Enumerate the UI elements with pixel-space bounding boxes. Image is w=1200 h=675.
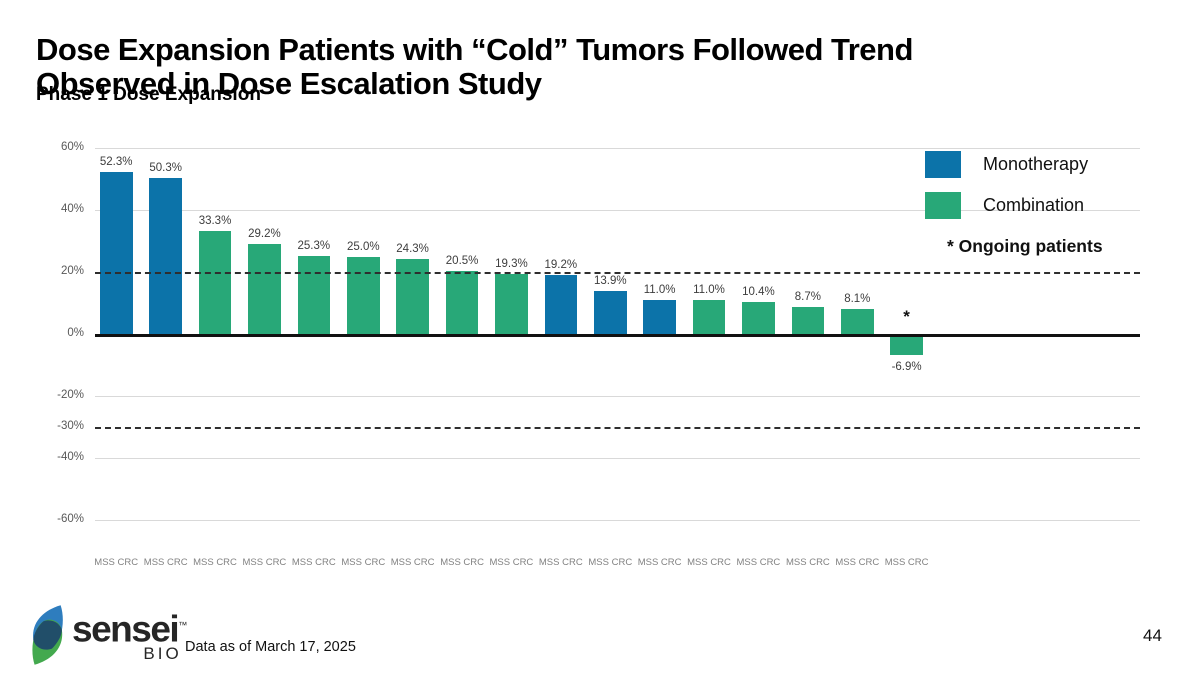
y-tick-label: -30%	[57, 420, 84, 432]
legend-swatch-combination	[925, 192, 961, 219]
page-number: 44	[1143, 626, 1162, 645]
y-tick-label: -60%	[57, 513, 84, 525]
gridline--20	[95, 396, 1140, 397]
x-category-label: MSS CRC	[884, 557, 929, 568]
gridline--60	[95, 520, 1140, 521]
legend-item-monotherapy: Monotherapy	[925, 151, 1088, 178]
page-title: Dose Expansion Patients with “Cold” Tumo…	[36, 31, 913, 101]
gridline-60	[95, 148, 1140, 149]
y-tick-label: 20%	[60, 265, 84, 277]
bar-16	[841, 308, 874, 334]
bar-value-label: 33.3%	[198, 214, 232, 227]
bar-8	[445, 270, 479, 334]
bar-value-label: 19.3%	[495, 258, 528, 271]
y-tick-label: -40%	[57, 451, 84, 463]
x-category-label: MSS CRC	[687, 557, 731, 568]
title-line-1: Dose Expansion Patients with “Cold” Tumo…	[36, 31, 913, 67]
gridline--30	[95, 427, 1140, 429]
logo-sub-brand: BIO	[143, 644, 182, 664]
ongoing-marker: *	[903, 307, 910, 326]
x-category-label: MSS CRC	[291, 557, 336, 568]
x-category-label: MSS CRC	[538, 557, 583, 568]
gridline--40	[95, 458, 1140, 459]
x-category-label: MSS CRC	[341, 557, 386, 568]
bar-value-label: 8.7%	[794, 291, 821, 303]
x-category-label: MSS CRC	[143, 557, 188, 568]
legend-label-combination: Combination	[983, 195, 1085, 215]
logo-brand-text: sensei	[72, 608, 180, 650]
ongoing-patients-note: * Ongoing patients	[947, 236, 1103, 256]
x-category-label: MSS CRC	[390, 557, 435, 568]
logo-trademark: ™	[178, 620, 187, 630]
x-category-label: MSS CRC	[835, 557, 880, 568]
x-category-label: MSS CRC	[785, 557, 830, 568]
bar-11	[594, 290, 627, 334]
bar-1	[100, 171, 133, 334]
bar-14	[742, 301, 775, 334]
x-category-label: MSS CRC	[637, 557, 682, 568]
bar-value-label: 52.3%	[99, 155, 133, 168]
legend-item-combination: Combination	[925, 192, 1084, 219]
bar-12	[643, 299, 676, 334]
gridline-40	[95, 210, 1140, 211]
bar-4	[248, 243, 281, 334]
x-category-label: MSS CRC	[736, 557, 781, 568]
bar-10	[544, 274, 578, 334]
bar-5	[297, 255, 331, 334]
logo-wordmark: sensei™ BIO	[72, 606, 187, 666]
gridline-20	[95, 272, 1140, 274]
gridline-0	[95, 334, 1140, 337]
bar-value-label: -6.9%	[891, 361, 922, 374]
bar-value-label: 13.9%	[593, 274, 627, 287]
bar-7	[396, 258, 429, 334]
y-tick-label: -20%	[57, 389, 84, 401]
plot-area: 60% 40% 20% 0% -20% -30% -40% -60% 52.3% MSS CRC 5…	[57, 141, 1140, 583]
bar-13	[692, 299, 726, 334]
bar-value-label: 11.0%	[693, 283, 725, 296]
x-category-label: MSS CRC	[242, 557, 287, 568]
y-tick-label: 60%	[60, 141, 84, 153]
legend-swatch-monotherapy	[925, 151, 961, 178]
y-tick-label: 40%	[60, 203, 84, 215]
bar-value-label: 10.4%	[742, 285, 775, 298]
company-logo: sensei™ BIO	[28, 604, 187, 666]
sensei-leaf-icon	[32, 605, 63, 665]
bar-value-label: 20.5%	[445, 254, 479, 267]
bar-15	[791, 307, 825, 334]
bar-6	[347, 256, 380, 334]
bar-value-label: 24.3%	[396, 242, 429, 255]
bar-9	[495, 274, 528, 334]
bar-value-label: 25.0%	[346, 240, 380, 253]
bar-value-label: 25.3%	[297, 239, 331, 252]
legend-label-monotherapy: Monotherapy	[983, 154, 1089, 174]
bar-3	[198, 230, 232, 334]
bar-value-label: 50.3%	[149, 162, 182, 175]
x-category-label: MSS CRC	[588, 557, 633, 568]
bar-2	[149, 178, 182, 334]
bar-value-label: 11.0%	[643, 283, 676, 296]
x-category-label: MSS CRC	[94, 557, 139, 568]
y-tick-label: 0%	[67, 327, 84, 339]
data-as-of-footnote: Data as of March 17, 2025	[185, 639, 356, 655]
x-category-label: MSS CRC	[193, 557, 237, 568]
x-category-label: MSS CRC	[440, 557, 484, 568]
bar-value-label: 29.2%	[248, 227, 281, 240]
x-category-label: MSS CRC	[489, 557, 534, 568]
bar-value-label: 19.2%	[544, 258, 578, 271]
slide-subtitle: Phase 1 Dose Expansion	[36, 84, 261, 105]
bar-value-label: 8.1%	[844, 292, 871, 305]
bar-17	[890, 337, 923, 356]
title-line-2: Observed in Dose Escalation Study	[36, 65, 542, 101]
